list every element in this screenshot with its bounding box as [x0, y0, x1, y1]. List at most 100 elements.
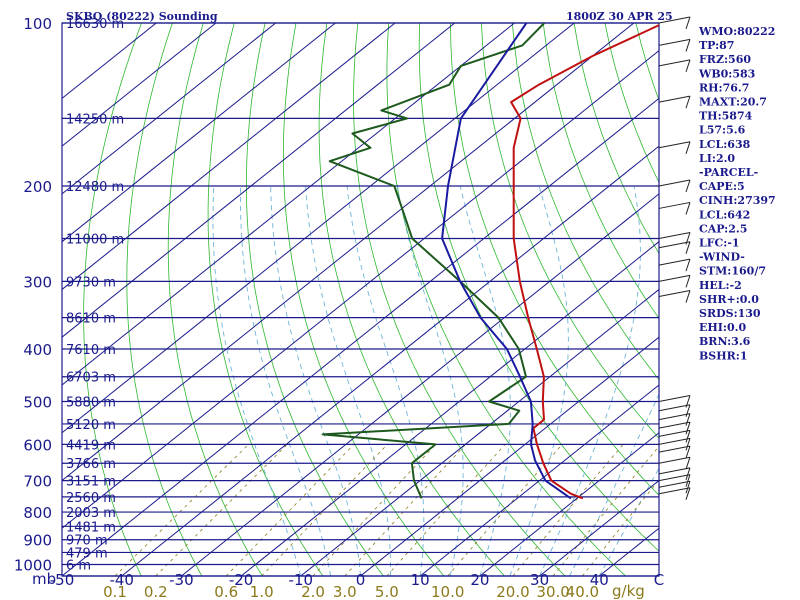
mixing-ratio-line: [552, 445, 659, 576]
wind-barb-flag: [685, 422, 691, 435]
dry-adiabat: [318, 23, 505, 576]
mixing-ratio-axis: 0.1 0.2 0.6 1.0 2.0 3.0 5.0 10.0 20.0 30.040.0: [103, 583, 599, 600]
wind-barb-flag: [685, 438, 691, 451]
wind-barb-staff: [658, 487, 691, 495]
wind-barb: [658, 95, 691, 109]
mixing-ratio-tick: 30.0: [536, 583, 569, 600]
index-value: TP:87: [699, 39, 734, 52]
dry-adiabat: [481, 23, 659, 439]
wind-barb: [658, 480, 691, 494]
isotherm: [360, 336, 659, 576]
wind-barb-staff: [658, 201, 691, 209]
index-value: LCL:642: [699, 208, 750, 221]
wind-barb: [658, 445, 691, 459]
index-value: WMO:80222: [698, 25, 775, 38]
index-value: -WIND-: [699, 251, 745, 264]
wind-barb: [658, 429, 691, 443]
wind-barb-staff: [658, 290, 691, 298]
isotherm: [479, 432, 659, 576]
wind-barb-staff: [658, 16, 691, 24]
wind-barb: [658, 141, 691, 154]
height-label: 5120 m: [66, 418, 116, 433]
moist-adiabat: [569, 393, 659, 576]
index-value: CAP:2.5: [699, 222, 747, 235]
mixing-ratio-line: [114, 444, 249, 576]
height-label: 6703 m: [66, 371, 116, 386]
moist-adiabat: [212, 185, 302, 576]
pressure-tick: 800: [23, 504, 52, 522]
temperature-tick: 10: [411, 571, 430, 589]
pressure-axis: 100 200 300 400 500 600 700 800 900 1000: [14, 15, 52, 575]
dry-adiabat: [573, 23, 659, 255]
index-value: RH:76.7: [699, 81, 749, 94]
wind-barb-flag: [685, 59, 691, 73]
mixing-ratio-tick: 0.1: [103, 583, 127, 600]
wind-barb-flag: [685, 275, 691, 288]
height-label: 5880 m: [66, 396, 116, 411]
dry-adiabat: [126, 23, 203, 576]
wind-barb-flag: [685, 413, 691, 426]
isotherm: [62, 23, 396, 291]
wind-barb-staff: [658, 141, 691, 149]
wind-barb: [658, 290, 691, 303]
mixing-ratio-tick: 0.6: [214, 583, 238, 600]
isotherm: [539, 479, 659, 576]
wind-barb-staff: [658, 59, 691, 67]
wind-barb-flag: [685, 141, 691, 154]
wind-barb-flag: [685, 258, 691, 272]
dry-adiabat: [418, 23, 659, 552]
isotherm: [240, 241, 659, 576]
wind-barb: [658, 437, 691, 451]
height-label: 12480 m: [66, 180, 124, 195]
mixing-ratio-tick: 40.0: [566, 583, 599, 600]
height-label: 2560 m: [66, 491, 116, 506]
height-label: 9730 m: [66, 275, 116, 290]
isotherm: [62, 23, 575, 434]
wind-barb-staff: [658, 274, 691, 282]
index-value: TH:5874: [699, 110, 753, 123]
index-value: BSHR:1: [699, 349, 748, 362]
wind-barb: [658, 179, 691, 193]
wind-barb-staff: [658, 429, 691, 437]
pressure-tick: 200: [23, 178, 52, 196]
height-label: 3766 m: [66, 457, 116, 472]
temperature-tick: 20: [470, 571, 489, 589]
wind-barb-flag: [685, 487, 691, 500]
pressure-tick: 100: [23, 15, 52, 33]
parcel-profile: [441, 23, 572, 500]
isobar-lines: [61, 22, 660, 577]
height-labels: 16630 m 14250 m 12480 m 11000 m 9730 m 8610 m…: [66, 17, 124, 574]
plot-frame: [61, 22, 660, 577]
temperature-tick: -40: [109, 571, 134, 589]
dry-adiabat: [542, 23, 659, 320]
wind-barb-flag: [685, 474, 691, 487]
moist-adiabat: [346, 185, 425, 576]
wind-barb: [658, 274, 691, 288]
wind-barb-staff: [658, 241, 691, 249]
mixing-ratio-tick: 10.0: [431, 583, 464, 600]
index-value: L57:5.6: [699, 124, 746, 137]
isotherm: [62, 49, 659, 529]
temperature-axis: -50 -40 -30 -20 -10 0 10 20 30 40 C: [50, 571, 664, 589]
wind-barb-flag: [685, 445, 691, 459]
pressure-tick: 900: [23, 532, 52, 550]
sounding-time: 1800Z 30 APR 25: [566, 10, 673, 23]
index-value: -PARCEL-: [699, 166, 758, 179]
wind-barb-flag: [685, 241, 691, 254]
index-value: SRDS:130: [699, 307, 761, 320]
pressure-tick: 1000: [14, 557, 52, 575]
isotherm: [62, 23, 217, 147]
wind-barb: [658, 487, 691, 500]
wind-barb-staff: [658, 467, 691, 475]
dry-adiabat: [282, 23, 445, 576]
height-label: 14250 m: [66, 112, 124, 127]
index-value: LI:2.0: [699, 152, 735, 165]
index-value: EHI:0.0: [699, 321, 746, 334]
height-label: 8610 m: [66, 312, 116, 327]
moist-adiabat: [305, 185, 391, 576]
height-label: 6 m: [66, 559, 91, 574]
dry-adiabat: [353, 23, 566, 576]
wind-barb: [658, 421, 691, 435]
